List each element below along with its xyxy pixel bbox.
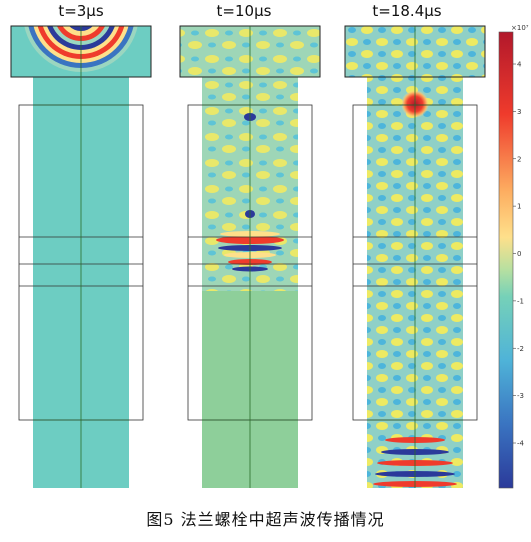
panel-title-2: t=10μs: [216, 2, 272, 20]
panel-title-3: t=18.4μs: [372, 2, 442, 20]
colorbar-exponent: ×10⁷: [511, 24, 529, 32]
colorbar-tick-label: -1: [517, 297, 524, 305]
panel-2-field: [179, 25, 321, 488]
colorbar-tick-label: 1: [517, 203, 521, 211]
colorbar-tick-label: 3: [517, 108, 521, 116]
colorbar-tick-label: -2: [517, 345, 524, 353]
colorbar-tick-label: 0: [517, 250, 521, 258]
panel-3-field: [344, 25, 486, 488]
panel-title-1: t=3μs: [58, 2, 104, 20]
panel-1-field: [10, 25, 152, 488]
colorbar-tick-label: -4: [517, 440, 525, 448]
colorbar: ×10⁷ 4 3 2 1 0 -1 -2 -3 -4: [498, 24, 529, 489]
colorbar-tick-label: 4: [517, 61, 522, 69]
colorbar-tick-label: -3: [517, 392, 524, 400]
colorbar-ticks: 4 3 2 1 0 -1 -2 -3 -4: [513, 61, 525, 448]
figure-caption: 图5 法兰螺栓中超声波传播情况: [146, 510, 385, 529]
colorbar-tick-label: 2: [517, 155, 521, 163]
